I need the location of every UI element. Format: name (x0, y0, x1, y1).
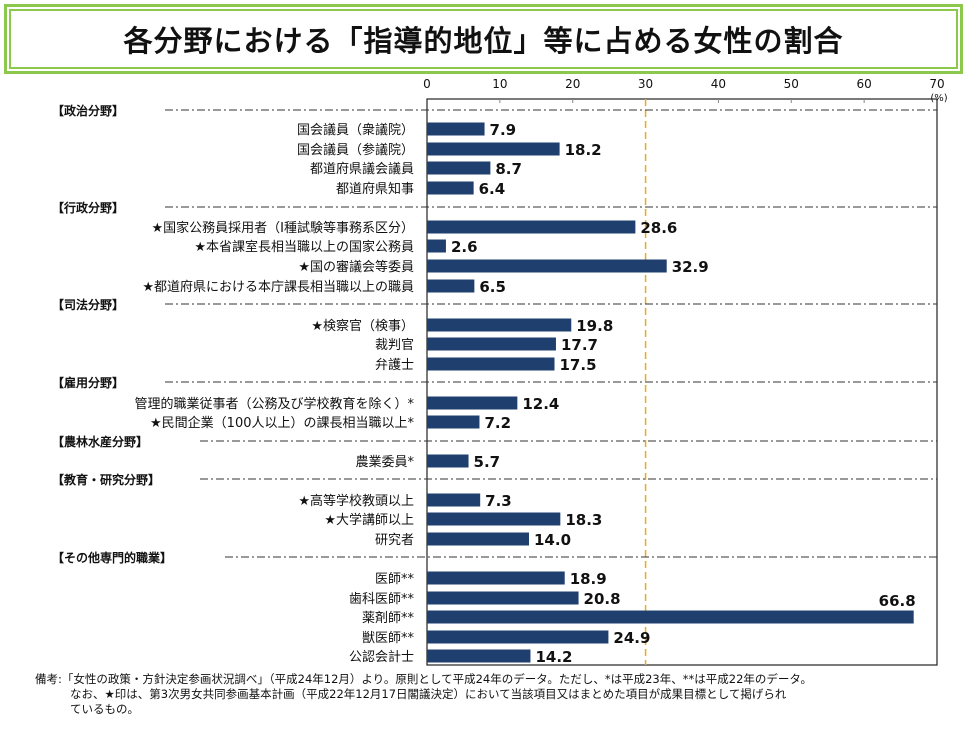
category-label: ★検察官（検事） (311, 318, 414, 334)
value-label: 2.6 (451, 238, 478, 256)
category-label: ★本省課室長相当職以上の国家公務員 (194, 239, 414, 255)
bar (427, 337, 556, 351)
category-label: ★大学講師以上 (324, 512, 414, 528)
value-label: 6.4 (479, 180, 506, 198)
bar (427, 142, 560, 156)
value-label: 19.8 (576, 317, 613, 335)
category-label: 裁判官 (375, 337, 414, 353)
category-label: 農業委員* (355, 454, 414, 470)
bar (427, 512, 561, 526)
category-label: 薬剤師** (362, 610, 415, 626)
value-label: 20.8 (584, 590, 621, 608)
bar (427, 279, 475, 293)
bar (427, 532, 529, 546)
category-label: 都道府県議会議員 (310, 162, 414, 177)
category-label: ★国家公務員採用者（Ⅰ種試験等事務系区分） (152, 220, 415, 236)
value-label: 6.5 (479, 278, 506, 296)
bar (427, 454, 469, 468)
value-label: 18.9 (570, 570, 607, 588)
x-tick-label: 40 (711, 77, 726, 91)
bar (427, 396, 518, 410)
category-label: ★高等学校教頭以上 (298, 493, 414, 509)
group-label: 【政治分野】 (52, 103, 124, 118)
category-label: 国会議員（衆議院） (297, 122, 414, 138)
x-tick-label: 20 (565, 77, 580, 91)
footnote-line-3: ているもの。 (70, 702, 139, 716)
value-label: 24.9 (613, 629, 650, 647)
bar (427, 318, 572, 332)
group-label: 【雇用分野】 (52, 375, 124, 390)
group-label: 【司法分野】 (52, 297, 124, 312)
value-label: 5.7 (474, 453, 501, 471)
bar (427, 610, 914, 624)
bar (427, 220, 636, 234)
footnote-line-1: 備考:「女性の政策・方針決定参画状況調べ」（平成24年12月）より。原則として平… (35, 672, 813, 686)
category-label: 国会議員（参議院） (297, 142, 414, 158)
category-label: 研究者 (375, 533, 414, 548)
value-label: 12.4 (522, 395, 559, 413)
bar (427, 571, 565, 585)
bar (427, 122, 485, 136)
bar (427, 239, 446, 253)
bar (427, 591, 579, 605)
value-label: 8.7 (495, 160, 522, 178)
value-label: 28.6 (640, 219, 677, 237)
group-label: 【行政分野】 (52, 200, 124, 215)
group-label: 【農林水産分野】 (52, 434, 148, 449)
category-label: 公認会計士 (349, 649, 414, 665)
x-tick-label: 70 (929, 77, 944, 91)
chart-title: 各分野における「指導的地位」等に占める女性の割合 (123, 24, 844, 58)
value-label: 7.2 (484, 414, 511, 432)
category-label: 医師** (375, 572, 415, 587)
value-label: 14.0 (534, 531, 571, 549)
category-label: 歯科医師** (349, 592, 415, 607)
value-label: 17.7 (561, 336, 598, 354)
x-tick-label: 60 (857, 77, 872, 91)
footnote-line-2: なお、★印は、第3次男女共同参画基本計画（平成22年12月17日閣議決定）におい… (70, 687, 787, 701)
footnote: 備考:「女性の政策・方針決定参画状況調べ」（平成24年12月）より。原則として平… (35, 672, 812, 717)
x-tick-label: 0 (423, 77, 431, 91)
value-label: 66.8 (879, 592, 916, 610)
bar (427, 259, 667, 273)
category-label: ★国の審議会等委員 (298, 259, 414, 275)
bar (427, 493, 481, 507)
value-label: 14.2 (535, 648, 572, 666)
bar (427, 630, 609, 644)
bar (427, 161, 491, 175)
x-axis-unit: (%) (930, 93, 947, 104)
title-box: 各分野における「指導的地位」等に占める女性の割合 (4, 4, 963, 74)
x-tick-label: 30 (638, 77, 653, 91)
category-label: 獣医師** (362, 631, 415, 646)
value-label: 32.9 (672, 258, 709, 276)
bar (427, 181, 474, 195)
value-label: 7.3 (485, 492, 512, 510)
x-tick-label: 50 (784, 77, 799, 91)
value-label: 18.3 (565, 511, 602, 529)
value-label: 18.2 (565, 141, 602, 159)
category-label: ★民間企業（100人以上）の課長相当職以上* (150, 415, 414, 431)
category-label: 都道府県知事 (336, 181, 414, 197)
value-label: 7.9 (490, 121, 517, 139)
group-label: 【教育・研究分野】 (52, 472, 160, 487)
value-label: 17.5 (560, 356, 597, 374)
category-label: 弁護士 (375, 357, 414, 373)
bar (427, 357, 555, 371)
category-label: 管理的職業従事者（公務及び学校教育を除く）* (134, 396, 414, 412)
category-label: ★都道府県における本庁課長相当職以上の職員 (142, 279, 414, 295)
bar (427, 415, 480, 429)
x-tick-label: 10 (492, 77, 507, 91)
group-label: 【その他専門的職業】 (52, 550, 172, 565)
bar (427, 649, 531, 663)
